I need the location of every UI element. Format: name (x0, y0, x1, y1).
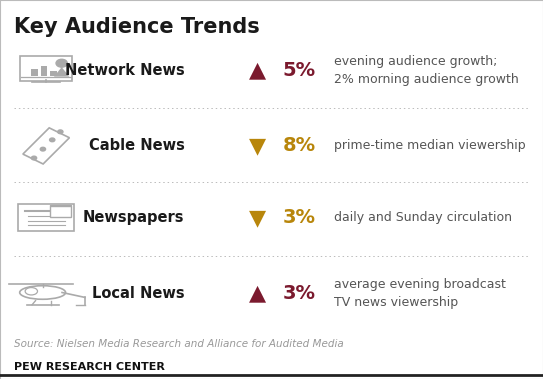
Text: average evening broadcast
TV news viewership: average evening broadcast TV news viewer… (334, 278, 506, 309)
Text: Key Audience Trends: Key Audience Trends (14, 17, 260, 37)
Text: ▼: ▼ (249, 208, 267, 228)
Circle shape (31, 156, 37, 160)
Text: Cable News: Cable News (89, 138, 185, 153)
FancyBboxPatch shape (18, 205, 74, 231)
Circle shape (58, 130, 63, 134)
Text: Source: Nielsen Media Research and Alliance for Audited Media: Source: Nielsen Media Research and Allia… (14, 339, 343, 349)
Text: prime-time median viewership: prime-time median viewership (334, 139, 526, 152)
Bar (41, 66, 47, 77)
Text: daily and Sunday circulation: daily and Sunday circulation (334, 211, 512, 224)
Circle shape (40, 147, 46, 151)
Text: Newspapers: Newspapers (83, 210, 185, 226)
Text: 3%: 3% (282, 284, 315, 303)
Text: ▲: ▲ (249, 60, 267, 80)
Text: 5%: 5% (282, 61, 315, 80)
Text: ▼: ▼ (249, 136, 267, 156)
Text: ▲: ▲ (249, 284, 267, 304)
Circle shape (56, 59, 67, 67)
Bar (50, 72, 57, 77)
Text: PEW RESEARCH CENTER: PEW RESEARCH CENTER (14, 362, 165, 372)
Text: Network News: Network News (65, 63, 185, 78)
FancyBboxPatch shape (50, 205, 71, 218)
Text: evening audience growth;
2% morning audience growth: evening audience growth; 2% morning audi… (334, 55, 519, 86)
Text: 3%: 3% (282, 208, 315, 227)
Circle shape (49, 138, 55, 142)
Polygon shape (54, 67, 70, 77)
Text: 8%: 8% (282, 136, 315, 155)
Bar (31, 69, 37, 77)
Text: Local News: Local News (92, 286, 185, 301)
